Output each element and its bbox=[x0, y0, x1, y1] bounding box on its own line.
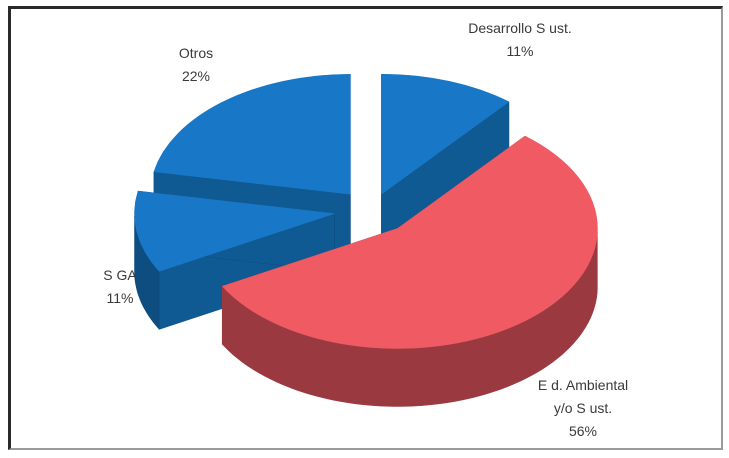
slice-label-3-name-0: Otros bbox=[179, 45, 213, 61]
slice-1-top bbox=[221, 135, 598, 349]
slice-label-1-name-1: y/o S ust. bbox=[554, 400, 612, 416]
slice-2-top bbox=[134, 190, 335, 272]
slice-label-2-percent: 11% bbox=[107, 290, 134, 306]
slice-label-3: Otros 22% bbox=[179, 45, 213, 84]
labels-layer: Desarrollo S ust. 11% E d. Ambiental y/o S … bbox=[103, 20, 628, 439]
slice-label-0-name-0: Desarrollo S ust. bbox=[468, 20, 571, 36]
pie-slice-2 bbox=[134, 190, 335, 331]
slice-label-0-percent: 11% bbox=[507, 43, 534, 59]
slice-label-2: S GA 11% bbox=[103, 267, 137, 306]
slice-label-1: E d. Ambiental y/o S ust. 56% bbox=[538, 377, 628, 439]
slice-3-top bbox=[153, 74, 351, 195]
slice-label-2-name-0: S GA bbox=[103, 267, 137, 283]
pie-slice-0 bbox=[381, 73, 510, 253]
slice-label-3-percent: 22% bbox=[182, 68, 210, 84]
slice-label-1-percent: 56% bbox=[569, 423, 597, 439]
slice-label-0: Desarrollo S ust. 11% bbox=[468, 20, 571, 59]
slice-0-top bbox=[381, 73, 510, 195]
slices-layer bbox=[134, 73, 598, 407]
pie-slice-1 bbox=[221, 135, 598, 407]
slice-label-1-name-0: E d. Ambiental bbox=[538, 377, 628, 393]
